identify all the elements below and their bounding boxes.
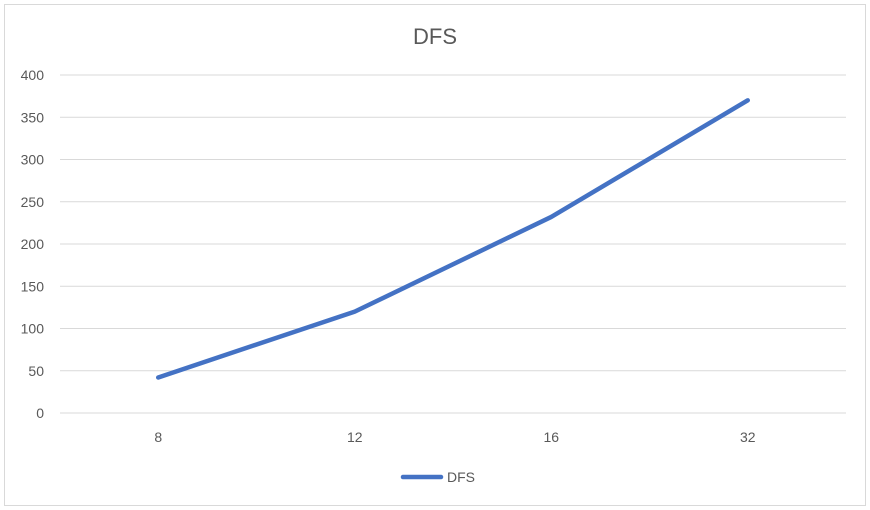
x-tick-label: 32 <box>740 429 756 445</box>
x-tick-label: 12 <box>347 429 363 445</box>
legend: DFS <box>400 469 475 485</box>
series-line-dfs <box>156 98 750 380</box>
chart-frame <box>4 4 866 506</box>
y-tick-label: 50 <box>28 363 44 379</box>
y-tick-label: 0 <box>36 405 44 421</box>
y-tick-label: 150 <box>21 278 45 294</box>
y-tick-label: 200 <box>21 236 45 252</box>
y-axis-ticks: 0 50 100 150 200 250 300 350 400 <box>21 67 45 421</box>
y-tick-label: 350 <box>21 109 45 125</box>
legend-label: DFS <box>447 469 475 485</box>
y-tick-label: 400 <box>21 67 45 83</box>
y-tick-label: 300 <box>21 152 45 168</box>
x-tick-label: 8 <box>154 429 162 445</box>
gridlines <box>60 74 846 414</box>
y-tick-label: 250 <box>21 194 45 210</box>
chart-title: DFS <box>413 24 457 49</box>
x-tick-label: 16 <box>543 429 559 445</box>
series-layer <box>156 98 750 380</box>
x-axis-ticks: 8 12 16 32 <box>154 429 755 445</box>
y-tick-label: 100 <box>21 321 45 337</box>
